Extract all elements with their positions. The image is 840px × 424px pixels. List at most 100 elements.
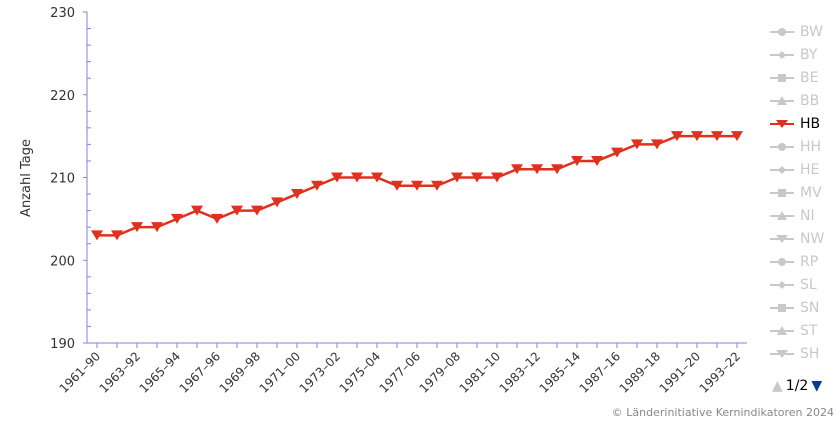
legend-item-NI[interactable]: NI bbox=[770, 204, 840, 227]
x-tick-label: 1961–90 bbox=[57, 349, 104, 396]
circle-marker-icon bbox=[770, 142, 794, 151]
data-point bbox=[731, 131, 743, 142]
data-point bbox=[611, 147, 623, 158]
legend: BW BY BE BB HB HH HE MV NI NW RP SL SN ST SH bbox=[770, 20, 840, 365]
legend-item-HE[interactable]: HE bbox=[770, 158, 840, 181]
y-tick-label: 200 bbox=[50, 254, 75, 269]
data-point bbox=[271, 197, 283, 208]
legend-item-SN[interactable]: SN bbox=[770, 296, 840, 319]
data-point bbox=[451, 172, 463, 183]
x-tick-label: 1975–04 bbox=[337, 349, 384, 396]
legend-item-HB[interactable]: HB bbox=[770, 112, 840, 135]
data-point bbox=[591, 155, 603, 166]
legend-label: NW bbox=[800, 230, 825, 247]
square-marker-icon bbox=[770, 303, 794, 312]
legend-item-BE[interactable]: BE bbox=[770, 66, 840, 89]
legend-label: SN bbox=[800, 299, 820, 316]
data-point bbox=[211, 213, 223, 224]
x-tick-label: 1969–98 bbox=[217, 349, 264, 396]
legend-item-SH[interactable]: SH bbox=[770, 342, 840, 365]
pager-down-icon[interactable]: ▼ bbox=[811, 378, 823, 394]
diamond-marker-icon bbox=[770, 165, 794, 174]
legend-label: BY bbox=[800, 46, 818, 63]
pager-up-icon[interactable]: ▲ bbox=[772, 378, 783, 394]
triangle-marker-icon bbox=[770, 210, 794, 220]
data-point bbox=[631, 139, 643, 150]
legend-item-MV[interactable]: MV bbox=[770, 181, 840, 204]
legend-item-BW[interactable]: BW bbox=[770, 20, 840, 43]
legend-label: HH bbox=[800, 138, 822, 155]
x-tick-label: 1963–92 bbox=[97, 349, 144, 396]
data-point bbox=[671, 131, 683, 142]
x-tick-label: 1977–06 bbox=[377, 349, 424, 396]
triangle-marker-icon bbox=[770, 95, 794, 105]
credit[interactable]: © Länderinitiative Kernindikatoren 2024 bbox=[611, 406, 834, 419]
data-point bbox=[171, 213, 183, 224]
x-tick-label: 1983–12 bbox=[497, 349, 544, 396]
data-point bbox=[431, 180, 443, 191]
triangle-down-marker-icon bbox=[770, 119, 794, 128]
data-point bbox=[391, 180, 403, 191]
legend-label: NI bbox=[800, 207, 815, 224]
data-point bbox=[151, 222, 163, 233]
square-marker-icon bbox=[770, 188, 794, 197]
data-point bbox=[111, 230, 123, 241]
legend-label: RP bbox=[800, 253, 819, 270]
x-tick-label: 1973–02 bbox=[297, 349, 344, 396]
triangle-down-marker-icon bbox=[770, 234, 794, 243]
x-tick-label: 1987–16 bbox=[577, 349, 624, 396]
legend-item-RP[interactable]: RP bbox=[770, 250, 840, 273]
data-point bbox=[371, 172, 383, 183]
legend-item-BY[interactable]: BY bbox=[770, 43, 840, 66]
data-point bbox=[311, 180, 323, 191]
legend-label: BB bbox=[800, 92, 820, 109]
x-tick-label: 1979–08 bbox=[417, 349, 464, 396]
diamond-marker-icon bbox=[770, 280, 794, 289]
legend-pager: ▲ 1/2 ▼ bbox=[772, 378, 822, 394]
data-point bbox=[711, 131, 723, 142]
legend-item-HH[interactable]: HH bbox=[770, 135, 840, 158]
data-point bbox=[411, 180, 423, 191]
x-tick-label: 1981–10 bbox=[457, 349, 504, 396]
data-point bbox=[91, 230, 103, 241]
pager-page: 1/2 bbox=[785, 378, 809, 394]
x-tick-label: 1993–22 bbox=[697, 349, 744, 396]
data-point bbox=[131, 222, 143, 233]
y-tick-label: 210 bbox=[50, 172, 75, 187]
circle-marker-icon bbox=[770, 27, 794, 36]
square-marker-icon bbox=[770, 73, 794, 82]
x-tick-label: 1967–96 bbox=[177, 349, 224, 396]
x-tick-label: 1985–14 bbox=[537, 349, 584, 396]
data-point bbox=[651, 139, 663, 150]
x-tick-label: 1965–94 bbox=[137, 349, 184, 396]
legend-item-NW[interactable]: NW bbox=[770, 227, 840, 250]
legend-label: HB bbox=[800, 115, 821, 132]
legend-item-ST[interactable]: ST bbox=[770, 319, 840, 342]
triangle-marker-icon bbox=[770, 325, 794, 335]
x-tick-label: 1989–18 bbox=[617, 349, 664, 396]
legend-label: MV bbox=[800, 184, 822, 201]
data-point bbox=[531, 164, 543, 175]
legend-item-BB[interactable]: BB bbox=[770, 89, 840, 112]
data-point bbox=[331, 172, 343, 183]
x-tick-label: 1991–20 bbox=[657, 349, 704, 396]
circle-marker-icon bbox=[770, 257, 794, 266]
data-point bbox=[231, 205, 243, 216]
x-tick-label: 1971–00 bbox=[257, 349, 304, 396]
legend-item-SL[interactable]: SL bbox=[770, 273, 840, 296]
legend-label: BE bbox=[800, 69, 819, 86]
data-point bbox=[551, 164, 563, 175]
y-tick-label: 230 bbox=[50, 6, 75, 21]
data-point bbox=[251, 205, 263, 216]
y-tick-label: 190 bbox=[50, 337, 75, 352]
y-tick-label: 220 bbox=[50, 89, 75, 104]
diamond-marker-icon bbox=[770, 50, 794, 59]
legend-label: HE bbox=[800, 161, 820, 178]
data-point bbox=[291, 189, 303, 200]
legend-label: SH bbox=[800, 345, 820, 362]
data-point bbox=[471, 172, 483, 183]
data-point bbox=[351, 172, 363, 183]
data-point bbox=[571, 155, 583, 166]
